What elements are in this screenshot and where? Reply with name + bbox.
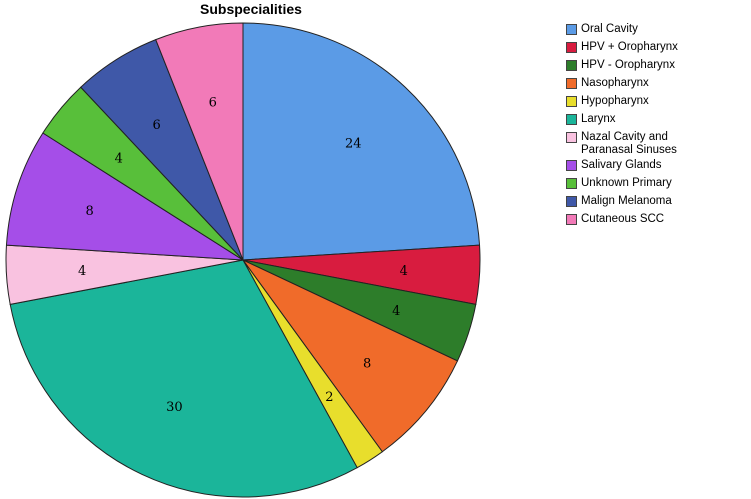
legend-item-4: Hypopharynx bbox=[566, 95, 751, 108]
pie-slice-10 bbox=[155, 22, 244, 261]
slice-label-6: 4 bbox=[78, 264, 86, 279]
pie-slice-0 bbox=[242, 22, 481, 261]
legend-swatch-8 bbox=[566, 178, 577, 189]
legend-item-10: Cutaneous SCC bbox=[566, 213, 751, 226]
legend-label-0: Oral Cavity bbox=[581, 23, 638, 35]
legend-item-0: Oral Cavity bbox=[566, 23, 751, 36]
legend: Oral Cavity HPV + Oropharynx HPV - Orophar… bbox=[566, 23, 751, 231]
legend-item-6: Nazal Cavity and Paranasal Sinuses bbox=[566, 131, 751, 157]
slice-label-0: 24 bbox=[345, 137, 362, 152]
pie-plot: 24 4 4 8 2 30 4 8 4 6 6 bbox=[5, 22, 481, 498]
legend-swatch-4 bbox=[566, 96, 577, 107]
legend-label-4: Hypopharynx bbox=[581, 95, 649, 107]
legend-swatch-1 bbox=[566, 42, 577, 53]
slice-label-1: 4 bbox=[400, 264, 408, 279]
legend-label-3: Nasopharynx bbox=[581, 77, 649, 89]
legend-label-9: Malign Melanoma bbox=[581, 195, 672, 207]
legend-label-7: Salivary Glands bbox=[581, 159, 662, 171]
slice-label-9: 6 bbox=[152, 118, 160, 133]
legend-label-1: HPV + Oropharynx bbox=[581, 41, 678, 53]
slice-label-5: 30 bbox=[166, 400, 183, 415]
pie-slice-7 bbox=[5, 132, 244, 261]
slice-label-7: 8 bbox=[86, 204, 94, 219]
chart-title: Subspecialities bbox=[200, 1, 302, 17]
slice-label-4: 2 bbox=[325, 390, 333, 405]
pie-slice-3 bbox=[242, 259, 459, 453]
legend-label-2: HPV - Oropharynx bbox=[581, 59, 675, 71]
slice-label-3: 8 bbox=[363, 357, 371, 372]
slice-label-8: 4 bbox=[115, 151, 123, 166]
legend-swatch-0 bbox=[566, 24, 577, 35]
legend-swatch-7 bbox=[566, 160, 577, 171]
legend-swatch-10 bbox=[566, 214, 577, 225]
pie-slice-5 bbox=[9, 259, 358, 498]
legend-swatch-2 bbox=[566, 60, 577, 71]
legend-label-10: Cutaneous SCC bbox=[581, 213, 665, 225]
legend-item-8: Unknown Primary bbox=[566, 177, 751, 190]
legend-label-8: Unknown Primary bbox=[581, 177, 672, 189]
legend-swatch-5 bbox=[566, 114, 577, 125]
legend-item-5: Larynx bbox=[566, 113, 751, 126]
legend-label-6: Nazal Cavity and Paranasal Sinuses bbox=[581, 131, 677, 156]
legend-swatch-3 bbox=[566, 78, 577, 89]
legend-item-1: HPV + Oropharynx bbox=[566, 41, 751, 54]
legend-item-3: Nasopharynx bbox=[566, 77, 751, 90]
slice-label-10: 6 bbox=[209, 96, 217, 111]
legend-label-5: Larynx bbox=[581, 113, 616, 125]
legend-item-2: HPV - Oropharynx bbox=[566, 59, 751, 72]
legend-swatch-6 bbox=[566, 132, 577, 143]
slice-label-2: 4 bbox=[392, 304, 400, 319]
legend-item-9: Malign Melanoma bbox=[566, 195, 751, 208]
legend-item-7: Salivary Glands bbox=[566, 159, 751, 172]
legend-swatch-9 bbox=[566, 196, 577, 207]
